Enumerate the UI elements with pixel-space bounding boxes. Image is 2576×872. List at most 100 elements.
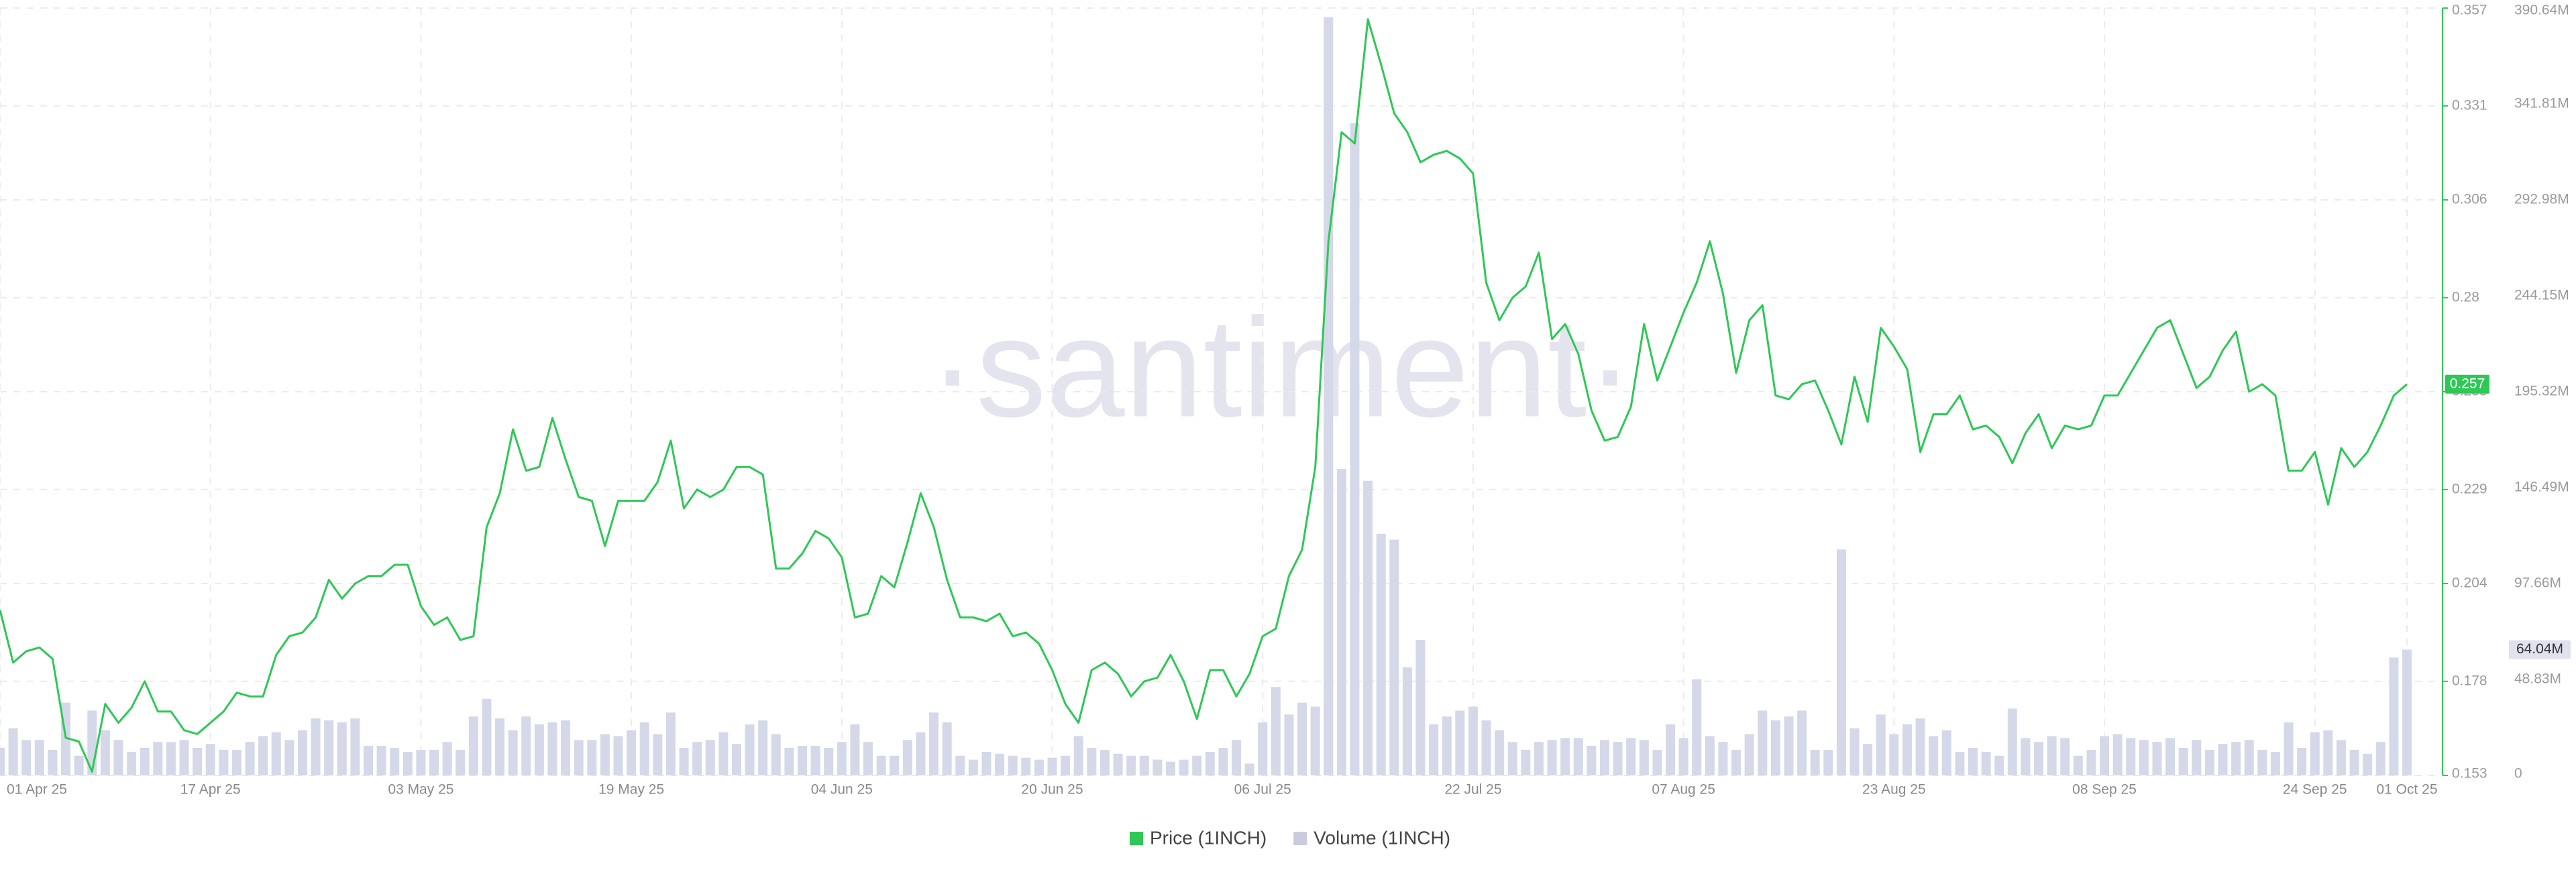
volume-bar [1258, 722, 1268, 775]
volume-bar [127, 751, 137, 775]
volume-bar [2178, 748, 2188, 775]
y2-tick-label: 48.83M [2514, 671, 2561, 687]
volume-bar [2204, 749, 2214, 775]
volume-bar [2007, 708, 2017, 775]
volume-bar [863, 742, 873, 775]
volume-bar [1350, 123, 1360, 775]
volume-bar [1902, 724, 1912, 775]
volume-bar [429, 749, 439, 775]
volume-bar [2270, 751, 2280, 775]
volume-bar [2244, 740, 2254, 775]
volume-bar [1008, 755, 1018, 775]
price-line [0, 18, 2408, 773]
volume-bar [679, 748, 689, 775]
volume-bar [1600, 740, 1609, 775]
volume-bar [1718, 742, 1728, 775]
volume-bar [468, 716, 478, 775]
volume-bar [1284, 714, 1294, 775]
volume-bar [745, 724, 755, 775]
y-tick-label: 0.306 [2452, 192, 2487, 207]
volume-bar [1560, 738, 1570, 775]
volume-bar [1402, 667, 1412, 775]
x-tick-label: 23 Aug 25 [1862, 782, 1926, 798]
volume-bar [2021, 738, 2031, 775]
volume-bar [810, 746, 820, 775]
volume-bar [1889, 734, 1899, 775]
volume-bar [1507, 742, 1517, 775]
volume-bar [311, 718, 321, 775]
volume-bar [1324, 17, 1334, 775]
volume-bar [1613, 742, 1623, 775]
volume-bar [153, 742, 163, 775]
x-tick-label: 06 Jul 25 [1234, 782, 1291, 798]
volume-bar [1876, 714, 1886, 775]
volume-bar [21, 740, 32, 775]
volume-bar [2165, 738, 2176, 775]
volume-bar [390, 748, 400, 775]
volume-bar [1863, 744, 1873, 775]
volume-bar [455, 749, 466, 775]
volume-bar [1047, 757, 1057, 775]
x-tick-label: 08 Sep 25 [2072, 782, 2137, 798]
x-tick-label: 19 May 25 [598, 782, 664, 798]
legend-label: Volume (1INCH) [1313, 827, 1450, 848]
volume-bar [1915, 718, 1925, 775]
volume-bar [34, 740, 44, 775]
volume-bar [482, 698, 492, 775]
volume-bar [731, 744, 741, 775]
volume-bar [574, 740, 584, 775]
y2-tick-label: 97.66M [2514, 576, 2561, 591]
volume-bar [1087, 748, 1097, 775]
volume-bar [1192, 755, 1202, 775]
volume-bar [1468, 706, 1478, 775]
volume-bar [1534, 742, 1544, 775]
volume-bar [324, 720, 334, 775]
volume-bar [1139, 755, 1149, 775]
y-tick-label: 0.153 [2452, 766, 2487, 781]
y-tick-label: 0.229 [2452, 481, 2487, 496]
volume-bar [402, 751, 413, 775]
volume-bar [758, 720, 768, 775]
volume-bar [1205, 751, 1215, 775]
volume-bar [1981, 751, 1991, 775]
volume-bar [508, 730, 518, 775]
volume-bar [876, 755, 886, 775]
volume-bar [1666, 724, 1676, 775]
volume-bar [2363, 753, 2373, 775]
volume-bar [929, 712, 939, 775]
volume-bar [824, 748, 834, 775]
volume-bar [1626, 738, 1636, 775]
volume-bar [1034, 759, 1044, 775]
volume-bar [1363, 480, 1373, 775]
volume-bar [2297, 748, 2307, 775]
volume-bar [1113, 753, 1123, 775]
x-tick-label: 07 Aug 25 [1652, 782, 1715, 798]
volume-bar [547, 722, 557, 775]
volume-bar [1758, 710, 1768, 775]
volume-bar [1692, 679, 1702, 775]
volume-bar [100, 730, 110, 775]
volume-bar [2073, 755, 2083, 775]
legend-swatch [1293, 832, 1307, 845]
volume-bar [2336, 740, 2346, 775]
volume-bar [2060, 738, 2070, 775]
volume-bar [2034, 742, 2044, 775]
volume-bar [692, 742, 702, 775]
volume-bar [613, 736, 623, 775]
volume-bar [916, 732, 926, 775]
volume-bar [1705, 736, 1715, 775]
volume-bar [1547, 740, 1557, 775]
volume-bar [1218, 748, 1228, 775]
volume-bar [1061, 755, 1071, 775]
volume-bar [718, 732, 729, 775]
volume-bar [1099, 749, 1110, 775]
y2-tick-label: 0 [2514, 766, 2522, 781]
volume-bar [521, 716, 531, 775]
volume-bar [1678, 738, 1688, 775]
volume-bar [2231, 742, 2241, 775]
volume-bar [2284, 722, 2294, 775]
volume-bar [850, 724, 860, 775]
volume-bar [113, 740, 123, 775]
volume-bar [1849, 728, 1860, 775]
